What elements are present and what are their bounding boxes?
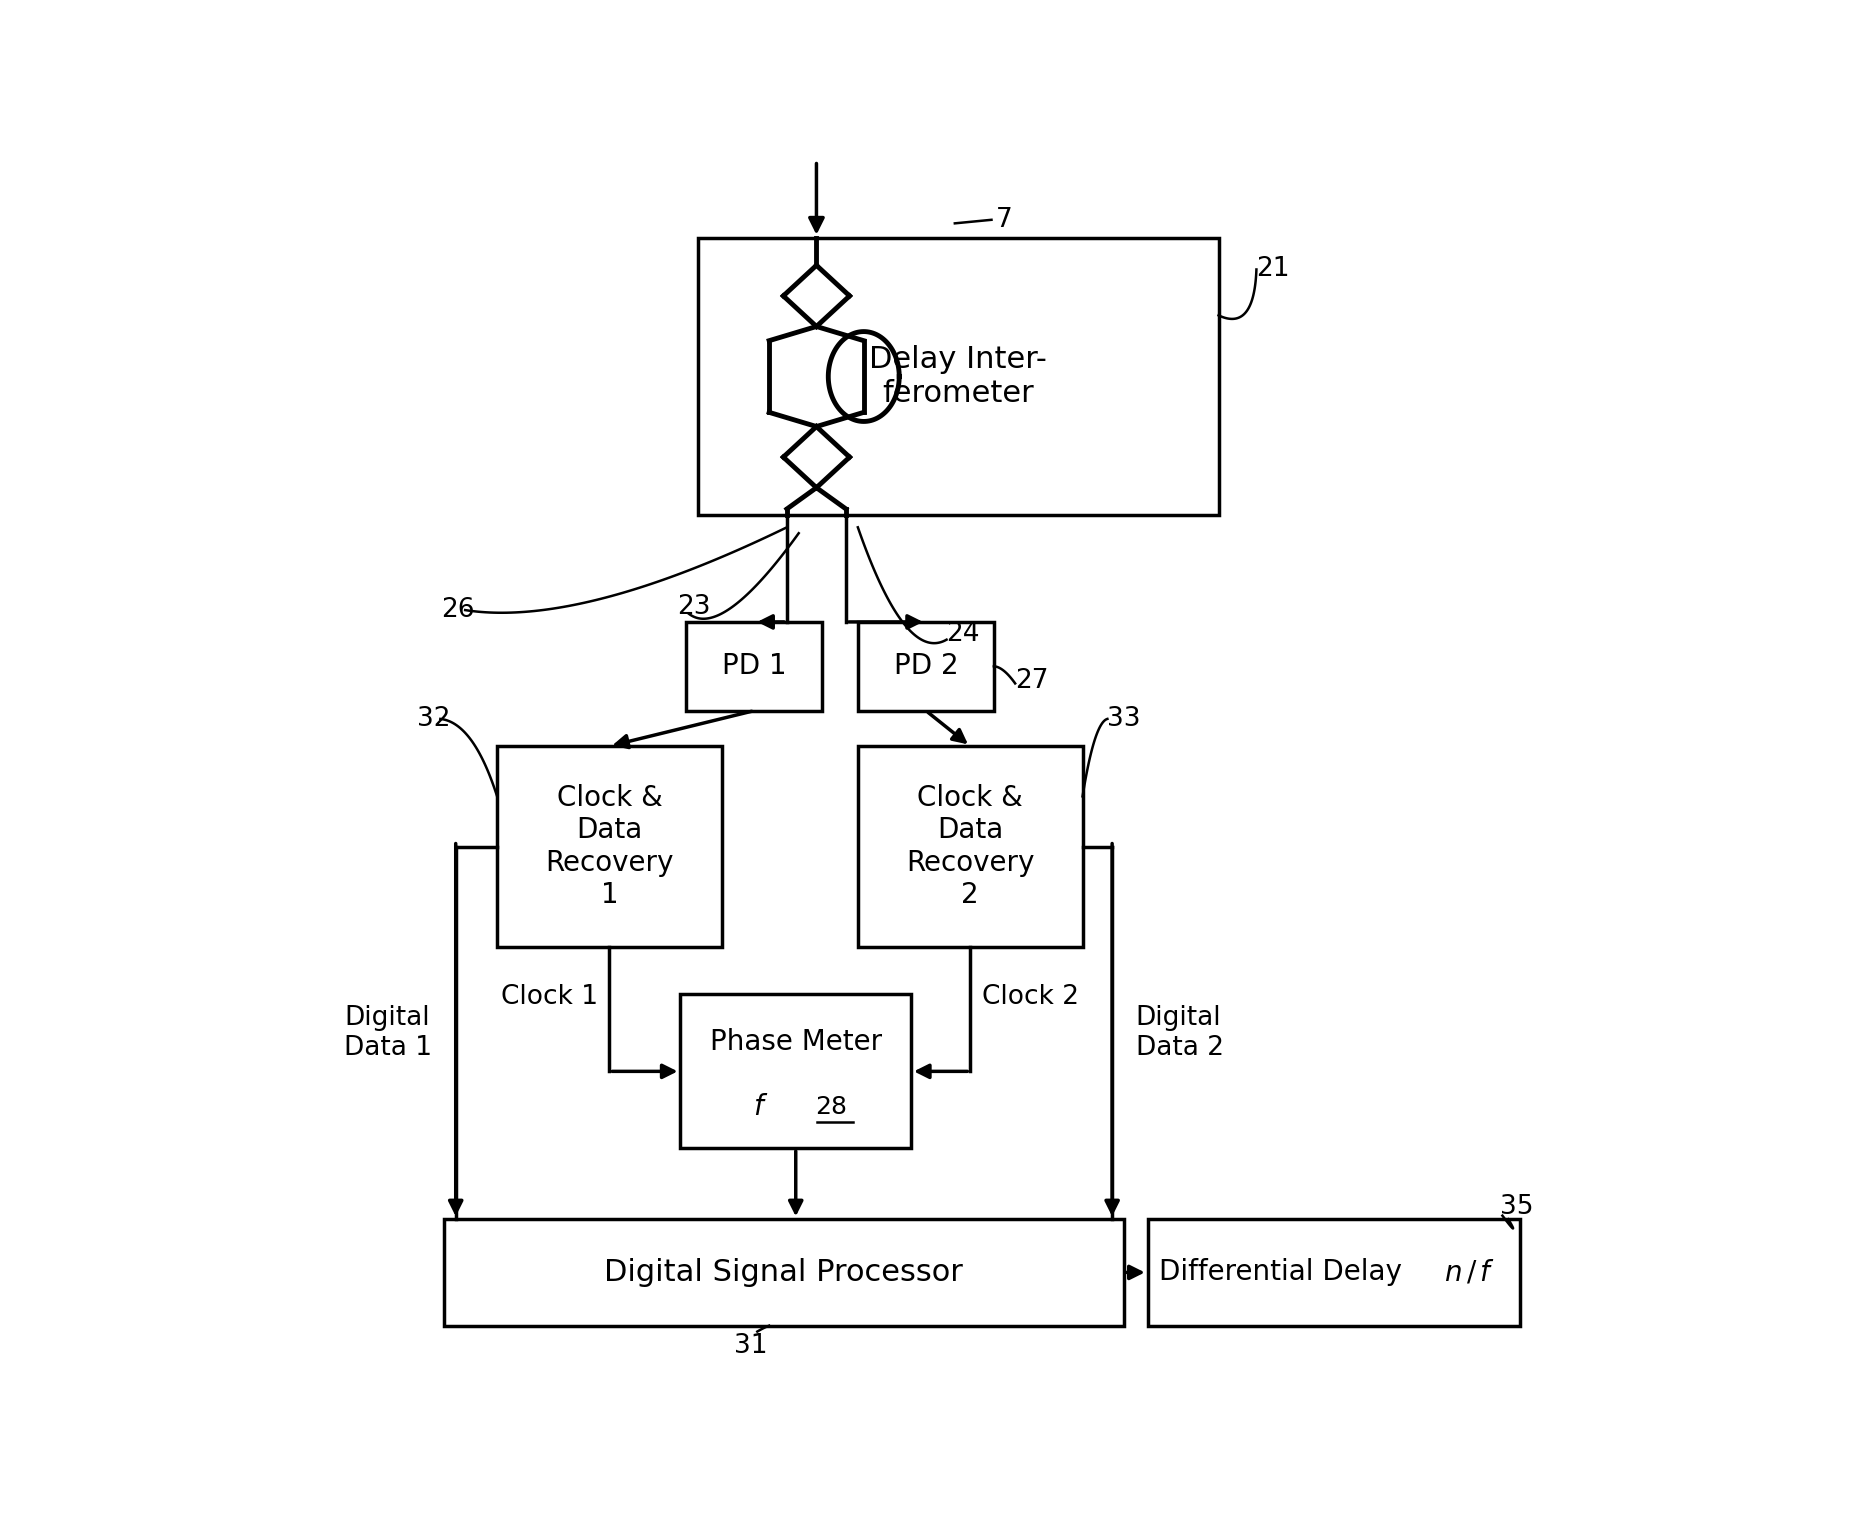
- Text: Digital Signal Processor: Digital Signal Processor: [604, 1258, 963, 1287]
- Text: $n\,/\,f$: $n\,/\,f$: [1444, 1258, 1496, 1287]
- Text: 21: 21: [1257, 257, 1290, 283]
- Text: 26: 26: [441, 598, 475, 624]
- FancyBboxPatch shape: [497, 746, 722, 948]
- Text: Differential Delay: Differential Delay: [1159, 1258, 1402, 1287]
- Text: $f$: $f$: [752, 1092, 769, 1121]
- Text: Clock 2: Clock 2: [982, 985, 1079, 1011]
- FancyBboxPatch shape: [698, 238, 1219, 516]
- Text: Clock &
Data
Recovery
1: Clock & Data Recovery 1: [546, 783, 673, 909]
- Text: Clock &
Data
Recovery
2: Clock & Data Recovery 2: [905, 783, 1034, 909]
- Text: 27: 27: [1015, 668, 1049, 694]
- FancyBboxPatch shape: [858, 622, 993, 711]
- Text: Digital
Data 1: Digital Data 1: [344, 1005, 432, 1061]
- FancyBboxPatch shape: [443, 1220, 1124, 1326]
- FancyBboxPatch shape: [681, 994, 911, 1149]
- Text: PD 1: PD 1: [722, 653, 787, 680]
- Text: 33: 33: [1107, 707, 1141, 733]
- Text: 35: 35: [1500, 1195, 1533, 1221]
- Text: Digital
Data 2: Digital Data 2: [1135, 1005, 1223, 1061]
- Text: Phase Meter: Phase Meter: [711, 1028, 883, 1055]
- Text: 28: 28: [815, 1095, 847, 1118]
- Text: 24: 24: [946, 621, 980, 647]
- FancyBboxPatch shape: [686, 622, 823, 711]
- Text: Clock 1: Clock 1: [501, 985, 598, 1011]
- FancyBboxPatch shape: [858, 746, 1083, 948]
- Text: Delay Inter-
ferometer: Delay Inter- ferometer: [870, 346, 1047, 409]
- Text: 7: 7: [997, 207, 1014, 233]
- Text: 23: 23: [677, 593, 711, 619]
- FancyBboxPatch shape: [1148, 1220, 1520, 1326]
- Text: 31: 31: [733, 1333, 767, 1359]
- Text: 32: 32: [417, 707, 451, 733]
- Text: PD 2: PD 2: [894, 653, 957, 680]
